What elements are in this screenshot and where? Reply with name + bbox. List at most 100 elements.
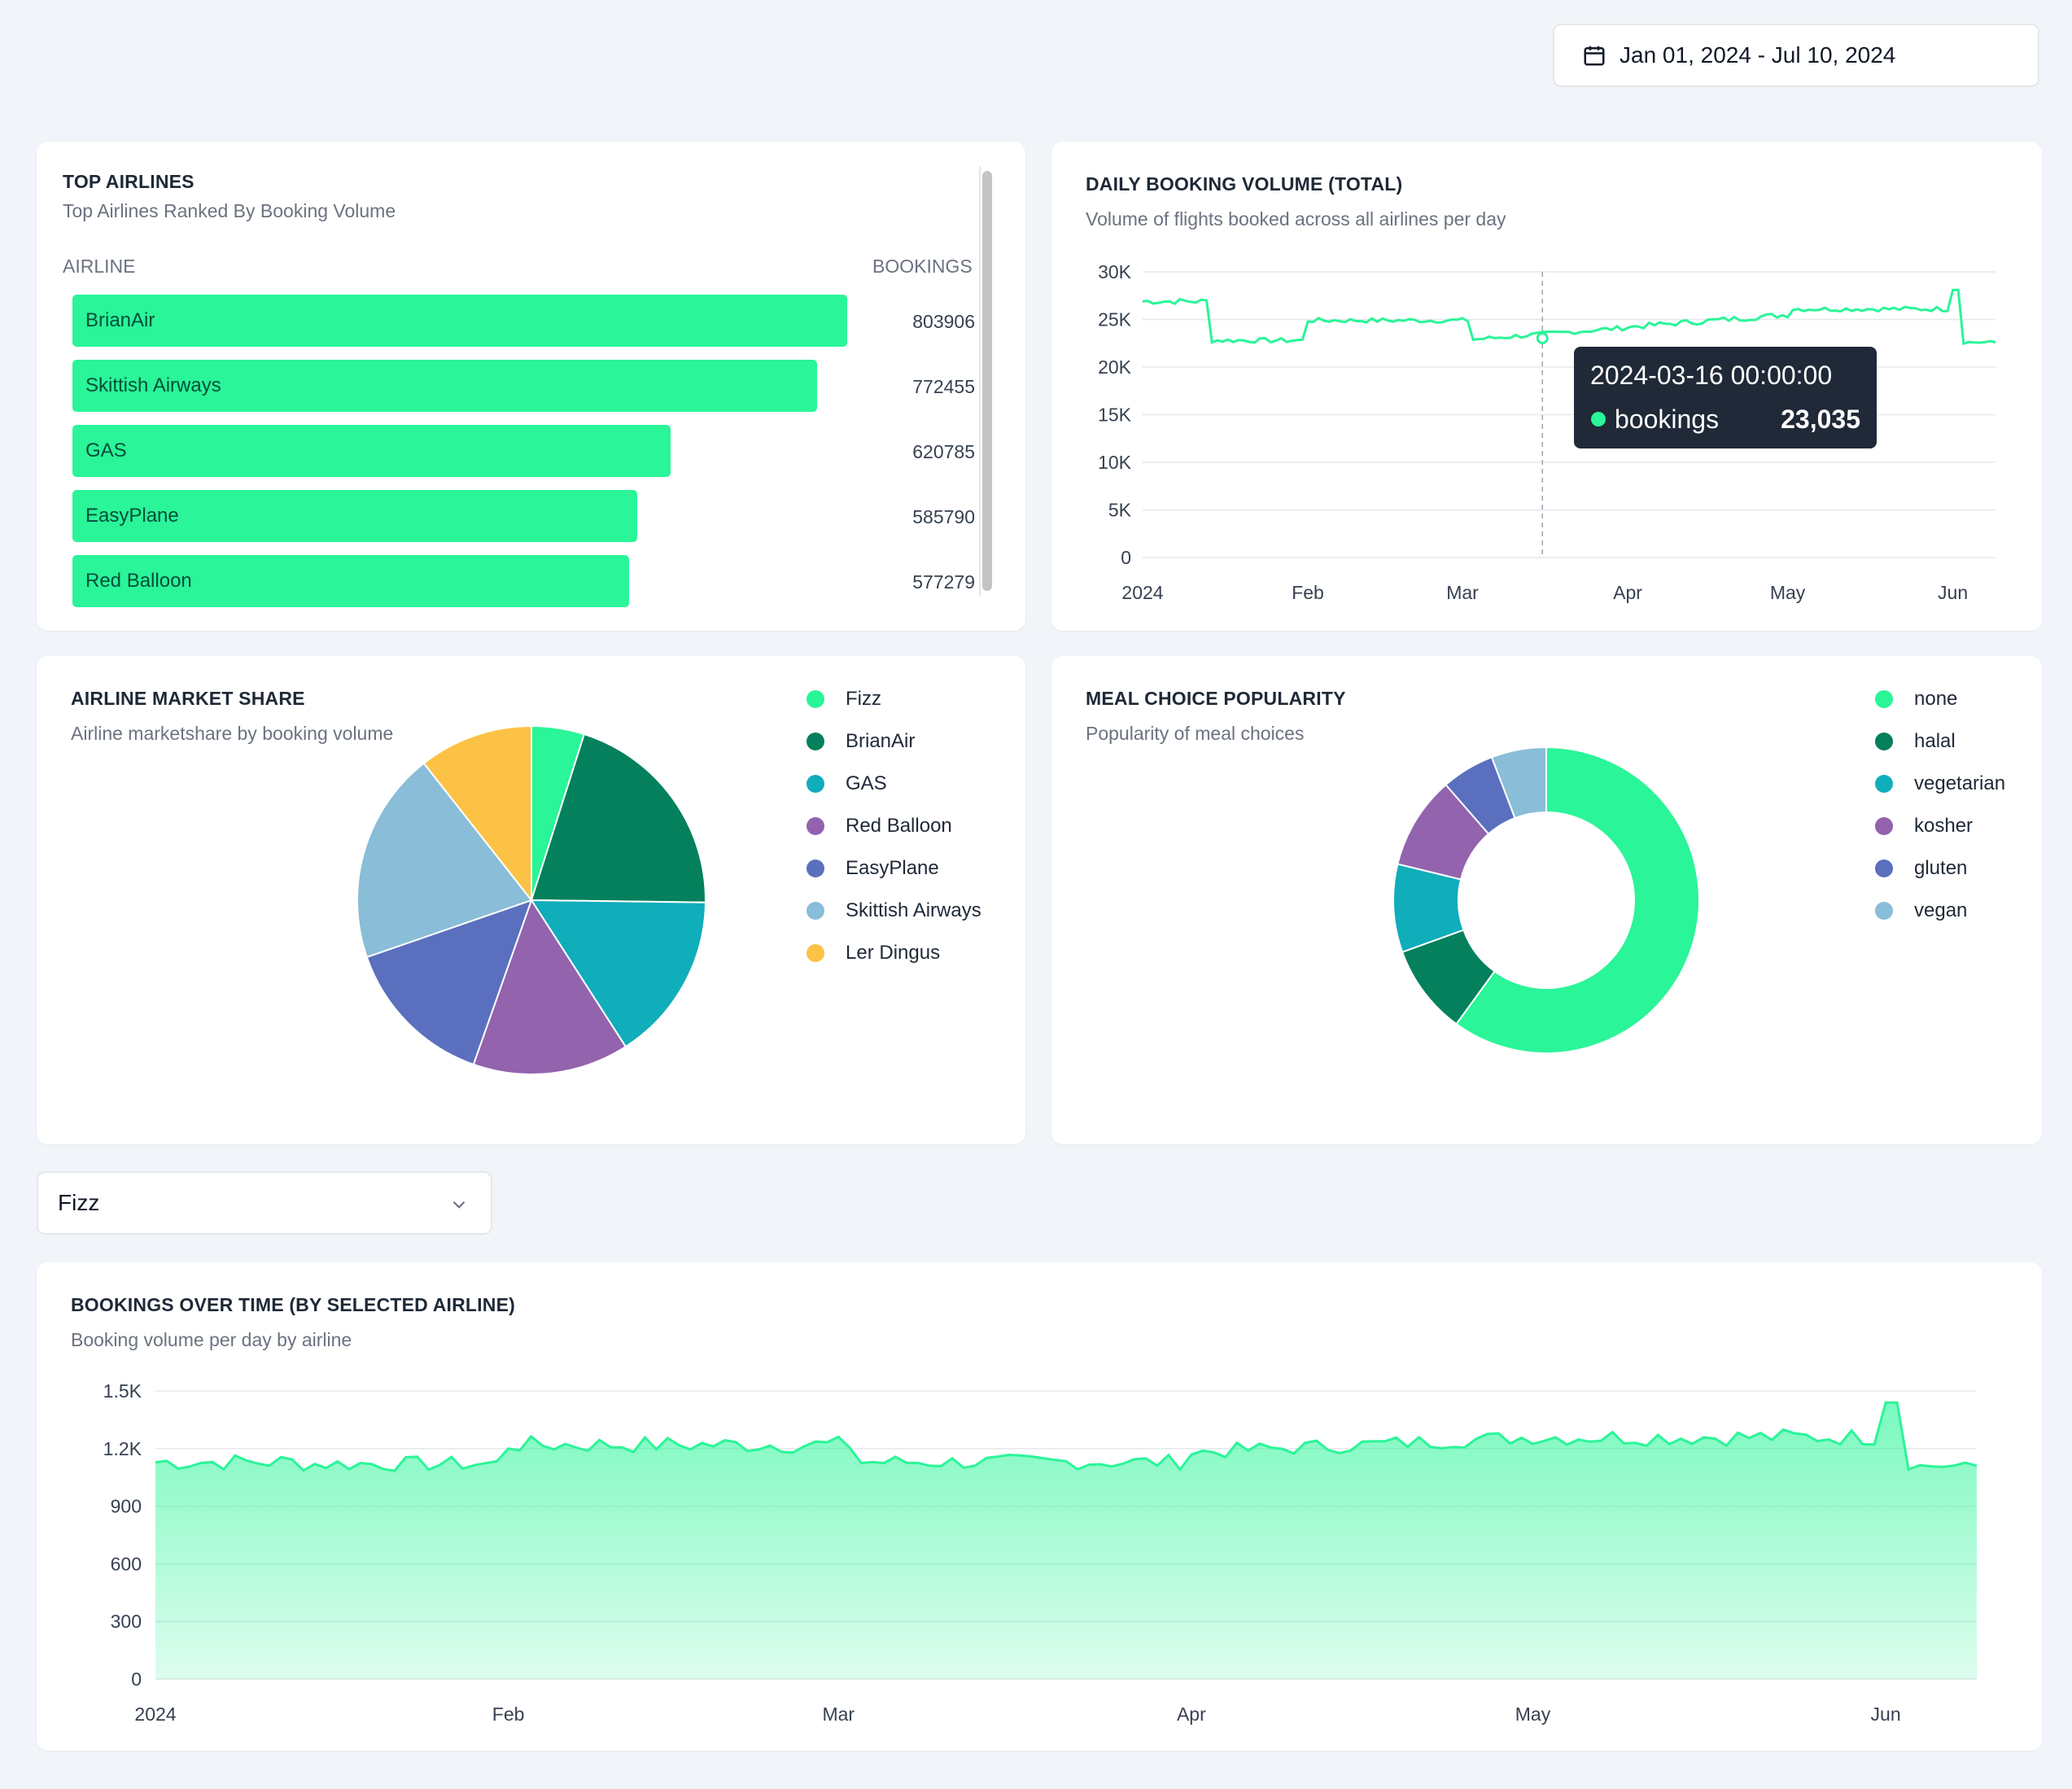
card-title: DAILY BOOKING VOLUME (TOTAL): [1086, 173, 1403, 195]
legend-item[interactable]: Skittish Airways: [807, 899, 981, 922]
y-tick-label: 600: [111, 1553, 142, 1574]
card-title: MEAL CHOICE POPULARITY: [1086, 688, 1346, 709]
y-tick-label: 5K: [1108, 500, 1132, 521]
legend-color-dot: [807, 860, 824, 877]
legend-label: vegetarian: [1914, 772, 2006, 794]
legend-label: Red Balloon: [846, 815, 952, 837]
airline-bar[interactable]: BrianAir: [72, 295, 847, 347]
meal-choice-card: MEAL CHOICE POPULARITY Popularity of mea…: [1051, 656, 2042, 1144]
legend-label: Ler Dingus: [846, 942, 941, 964]
card-title: AIRLINE MARKET SHARE: [71, 688, 305, 709]
date-range-picker[interactable]: Jan 01, 2024 - Jul 10, 2024: [1553, 24, 2039, 87]
market-share-slice-gas: [530, 899, 706, 1048]
x-tick-label: 2024: [134, 1704, 176, 1725]
legend-item[interactable]: kosher: [1875, 815, 1973, 838]
y-tick-label: 300: [111, 1611, 142, 1632]
scrollbar-track[interactable]: [979, 166, 992, 596]
card-subtitle: Top Airlines Ranked By Booking Volume: [63, 200, 396, 221]
airline-bookings-value: 620785: [912, 441, 975, 462]
bookings-series-line: [1142, 288, 1996, 346]
y-tick-label: 1.2K: [103, 1438, 142, 1459]
legend-color-dot: [807, 902, 824, 920]
bookings-by-airline-card: BOOKINGS OVER TIME (BY SELECTED AIRLINE)…: [37, 1262, 2042, 1751]
x-tick-label: Apr: [1613, 582, 1642, 603]
legend-color-dot: [807, 775, 824, 793]
card-title: BOOKINGS OVER TIME (BY SELECTED AIRLINE): [71, 1294, 515, 1315]
x-tick-label: Jun: [1938, 582, 1968, 603]
airline-market-share-card: AIRLINE MARKET SHARE Airline marketshare…: [37, 656, 1025, 1144]
daily-booking-line-chart[interactable]: 0 5K 10K 15K 20K 25K 30K 2024 Feb Mar Apr May Jun 202…: [1051, 142, 2042, 631]
legend-label: halal: [1914, 730, 1956, 752]
legend-color-dot: [1875, 860, 1893, 877]
legend-color-dot: [807, 817, 824, 835]
legend-item[interactable]: Red Balloon: [807, 815, 952, 838]
legend-label: GAS: [846, 772, 887, 794]
daily-booking-volume-card: DAILY BOOKING VOLUME (TOTAL) Volume of f…: [1051, 142, 2042, 631]
airline-bookings-value: 585790: [912, 506, 975, 527]
legend-item[interactable]: EasyPlane: [807, 857, 939, 880]
scrollbar-thumb[interactable]: [982, 171, 992, 591]
airline-bar[interactable]: Skittish Airways: [72, 360, 817, 412]
bookings-area-chart[interactable]: 0 300 600 900 1.2K 1.5K 2024 Feb Mar Apr May Jun: [37, 1262, 2042, 1751]
chart-tooltip: 2024-03-16 00:00:00 bookings 23,035: [1574, 347, 1877, 448]
meal-choice-donut-chart[interactable]: [1051, 656, 2042, 1144]
y-tick-label: 0: [1121, 547, 1131, 568]
legend-item[interactable]: GAS: [807, 772, 887, 795]
legend-label: Fizz: [846, 688, 881, 710]
legend-item[interactable]: vegetarian: [1875, 772, 2005, 795]
legend-color-dot: [1875, 775, 1893, 793]
airline-bookings-value: 577279: [912, 571, 975, 593]
legend-color-dot: [807, 733, 824, 750]
legend-color-dot: [1875, 690, 1893, 708]
legend-item[interactable]: none: [1875, 688, 1957, 711]
airline-bookings-value: 772455: [912, 376, 975, 397]
legend-item[interactable]: vegan: [1875, 899, 1967, 922]
tooltip-background: [1574, 347, 1877, 448]
legend-label: vegan: [1914, 899, 1968, 921]
airline-bar[interactable]: Red Balloon: [72, 555, 629, 607]
airline-select-value: Fizz: [58, 1190, 100, 1215]
y-tick-label: 1.5K: [103, 1380, 142, 1402]
meal-choice-slice-vegan: [1490, 746, 1547, 820]
airline-bar[interactable]: EasyPlane: [72, 490, 637, 542]
y-tick-label: 20K: [1098, 356, 1132, 378]
legend-item[interactable]: Fizz: [807, 688, 881, 711]
card-subtitle: Popularity of meal choices: [1086, 723, 1305, 744]
airline-select[interactable]: Fizz: [37, 1171, 492, 1235]
airline-column-header: AIRLINE: [63, 256, 136, 277]
bookings-column-header: BOOKINGS: [872, 256, 973, 277]
market-share-pie-chart[interactable]: [37, 656, 1025, 1144]
legend-color-dot: [1875, 733, 1893, 750]
x-tick-label: 2024: [1121, 582, 1163, 603]
legend-color-dot: [807, 944, 824, 962]
market-share-slice-easyplane: [365, 899, 533, 1066]
legend-item[interactable]: BrianAir: [807, 730, 915, 753]
meal-choice-slice-none: [1455, 746, 1700, 1054]
legend-color-dot: [1875, 817, 1893, 835]
tooltip-value: 23,035: [1781, 405, 1860, 434]
tooltip-date: 2024-03-16 00:00:00: [1590, 361, 1832, 390]
legend-item[interactable]: halal: [1875, 730, 1956, 753]
y-tick-label: 25K: [1098, 309, 1132, 330]
legend-label: Skittish Airways: [846, 899, 981, 921]
x-tick-label: Jun: [1871, 1704, 1901, 1725]
y-tick-label: 10K: [1098, 452, 1132, 473]
legend-label: EasyPlane: [846, 857, 939, 879]
card-subtitle: Volume of flights booked across all airl…: [1086, 208, 1506, 230]
top-airlines-card: TOP AIRLINES Top Airlines Ranked By Book…: [37, 142, 1025, 631]
legend-item[interactable]: gluten: [1875, 857, 1967, 880]
legend-label: none: [1914, 688, 1958, 710]
legend-color-dot: [807, 690, 824, 708]
card-subtitle: Airline marketshare by booking volume: [71, 723, 394, 744]
y-tick-label: 900: [111, 1496, 142, 1517]
legend-label: gluten: [1914, 857, 1968, 879]
legend-item[interactable]: Ler Dingus: [807, 942, 940, 964]
airline-bar[interactable]: GAS: [72, 425, 671, 477]
tooltip-series-dot: [1591, 412, 1606, 426]
bookings-area-line: [155, 1401, 1978, 1472]
card-subtitle: Booking volume per day by airline: [71, 1329, 352, 1350]
x-tick-label: Mar: [1446, 582, 1479, 603]
y-tick-label: 15K: [1098, 405, 1132, 426]
x-tick-label: Apr: [1177, 1704, 1206, 1725]
x-tick-label: May: [1515, 1704, 1551, 1725]
